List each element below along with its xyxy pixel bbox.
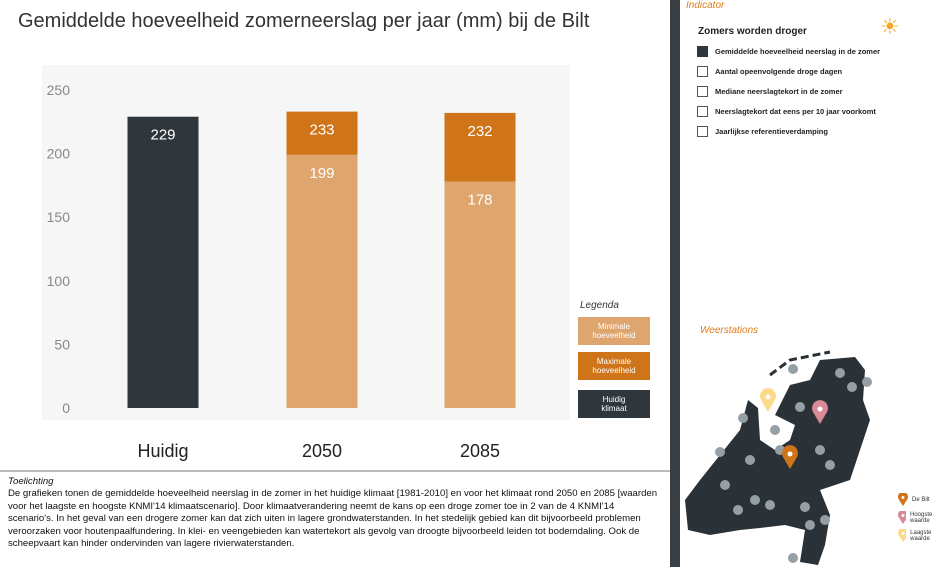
station-dot[interactable] <box>720 480 730 490</box>
checkbox[interactable] <box>697 86 708 97</box>
station-pin-icon[interactable] <box>760 388 776 412</box>
data-label: 232 <box>467 123 492 140</box>
bar-huidig-klimaat <box>127 116 199 408</box>
explanation-text: De grafieken tonen de gemiddelde hoeveel… <box>8 488 658 550</box>
y-tick-label: 200 <box>47 146 71 162</box>
pin-icon <box>898 529 907 542</box>
indicator-label: Indicator <box>686 0 725 11</box>
station-dot[interactable] <box>800 502 810 512</box>
bar-chart: 0 50 100 150 200 250 Huidig 229 2050 199 233 2085 17… <box>46 82 650 461</box>
netherlands-map <box>685 350 872 565</box>
bar-maximale-hoeveelheid <box>444 112 516 182</box>
bar-maximale-hoeveelheid <box>286 111 358 155</box>
station-pin-icon[interactable] <box>782 445 798 469</box>
station-dot[interactable] <box>738 413 748 423</box>
pin-dot <box>787 451 793 457</box>
station-dot[interactable] <box>820 515 830 525</box>
station-dot[interactable] <box>788 364 798 374</box>
station-dot[interactable] <box>745 455 755 465</box>
station-dot[interactable] <box>733 505 743 515</box>
station-pin-icon[interactable] <box>812 400 828 424</box>
station-dot[interactable] <box>788 553 798 563</box>
indicator-option[interactable]: Aantal opeenvolgende droge dagen <box>697 66 842 77</box>
y-tick-label: 250 <box>47 82 71 98</box>
pin-dot <box>817 406 823 412</box>
station-dot[interactable] <box>715 447 725 457</box>
chart-panel: Gemiddelde hoeveelheid zomerneerslag per… <box>0 0 670 567</box>
data-label: 229 <box>150 127 175 144</box>
indicator-option[interactable]: Neerslagtekort dat eens per 10 jaar voor… <box>697 106 876 117</box>
legend-title: Legenda <box>580 300 619 311</box>
option-label: Neerslagtekort dat eens per 10 jaar voor… <box>715 107 876 116</box>
legend-swatch <box>578 317 650 345</box>
legend-label: Minimale hoeveelheid <box>592 322 635 340</box>
checkbox[interactable] <box>697 66 708 77</box>
map-legend-label: Hoogste waarde <box>910 511 933 524</box>
y-tick-label: 50 <box>54 336 70 352</box>
y-tick-label: 100 <box>47 273 71 289</box>
indicator-option[interactable]: Mediane neerslagtekort in de zomer <box>697 86 843 97</box>
y-tick-label: 0 <box>62 400 70 416</box>
data-label: 199 <box>309 165 334 182</box>
option-label: Jaarlijkse referentieverdamping <box>715 127 828 136</box>
explanation-heading: Toelichting <box>8 476 54 487</box>
station-dot[interactable] <box>795 402 805 412</box>
data-label: 233 <box>309 122 334 139</box>
station-dot[interactable] <box>815 445 825 455</box>
pin-icon <box>898 511 906 524</box>
station-dot[interactable] <box>862 377 872 387</box>
map-legend-label: Laagste waarde <box>910 529 932 542</box>
map-legend-label: De Bilt <box>912 496 930 503</box>
wadden-islands <box>769 350 831 377</box>
bar-minimale-hoeveelheid <box>444 181 516 408</box>
station-dot[interactable] <box>835 368 845 378</box>
legend-label: Huidig klimaat <box>601 395 627 413</box>
pin-dot <box>765 394 771 400</box>
checkbox[interactable] <box>697 106 708 117</box>
x-tick-label: 2050 <box>302 441 342 461</box>
map-legend-item: Hoogste waarde <box>898 511 945 524</box>
station-dot[interactable] <box>847 382 857 392</box>
station-dot[interactable] <box>765 500 775 510</box>
map-legend-item: Laagste waarde <box>898 529 945 542</box>
checkbox[interactable] <box>697 126 708 137</box>
legend-swatch <box>578 352 650 380</box>
pin-icon <box>898 493 908 506</box>
sun-icon: ☀ <box>880 14 900 39</box>
x-tick-label: 2085 <box>460 441 500 461</box>
x-tick-label: Huidig <box>137 441 188 461</box>
station-dot[interactable] <box>825 460 835 470</box>
legend-swatch <box>578 390 650 418</box>
option-label: Aantal opeenvolgende droge dagen <box>715 67 843 76</box>
bar-minimale-hoeveelheid <box>286 154 358 408</box>
explanation: Toelichting De grafieken tonen de gemidd… <box>0 470 670 567</box>
legend-label: Maximale hoeveelheid <box>592 357 635 375</box>
indicator-option[interactable]: Gemiddelde hoeveelheid neerslag in de zo… <box>697 46 880 57</box>
section-title: Zomers worden droger <box>698 26 807 37</box>
chart-title: Gemiddelde hoeveelheid zomerneerslag per… <box>18 10 590 32</box>
indicator-panel: Indicator Zomers worden droger ☀ Gemidde… <box>680 0 945 567</box>
stations-label: Weerstations <box>700 325 759 336</box>
map-legend-item: De Bilt <box>898 493 930 506</box>
station-dot[interactable] <box>770 425 780 435</box>
indicator-option[interactable]: Jaarlijkse referentieverdamping <box>697 126 828 137</box>
country-shape <box>685 357 870 565</box>
y-tick-label: 150 <box>47 209 71 225</box>
station-dot[interactable] <box>805 520 815 530</box>
option-label: Gemiddelde hoeveelheid neerslag in de zo… <box>715 47 881 56</box>
option-label: Mediane neerslagtekort in de zomer <box>715 87 843 96</box>
station-dot[interactable] <box>750 495 760 505</box>
checkbox[interactable] <box>697 46 708 57</box>
data-label: 178 <box>467 192 492 209</box>
